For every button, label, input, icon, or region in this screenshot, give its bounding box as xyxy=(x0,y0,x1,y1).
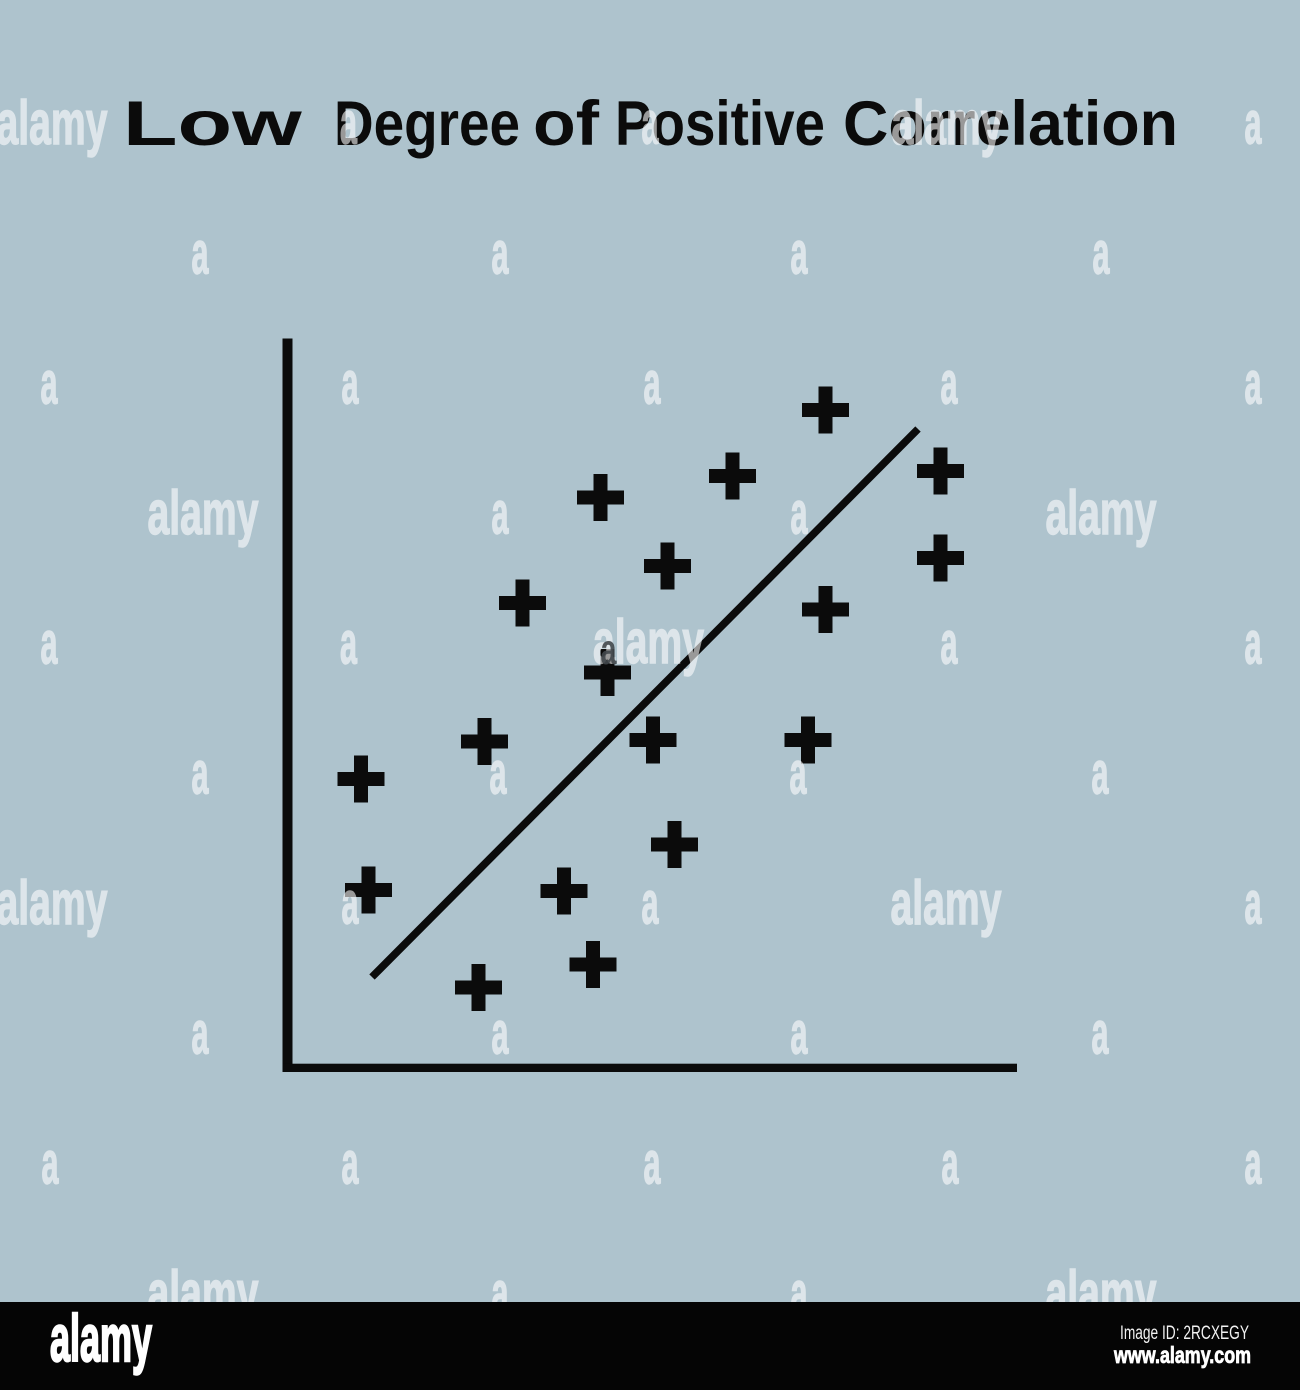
svg-text:Positive: Positive xyxy=(615,89,825,159)
svg-text:Correlation: Correlation xyxy=(843,89,1178,159)
svg-text:alamy: alamy xyxy=(0,869,108,938)
svg-text:a: a xyxy=(492,480,509,547)
svg-text:a: a xyxy=(41,350,58,417)
svg-text:alamy: alamy xyxy=(891,869,1002,938)
svg-text:a: a xyxy=(490,740,507,807)
svg-text:a: a xyxy=(601,626,618,674)
svg-text:a: a xyxy=(1245,350,1262,417)
svg-text:a: a xyxy=(941,350,958,417)
svg-text:a: a xyxy=(941,610,958,677)
svg-text:a: a xyxy=(1245,90,1262,157)
svg-text:Low: Low xyxy=(123,89,303,159)
svg-text:a: a xyxy=(42,1130,59,1197)
svg-text:a: a xyxy=(1092,1000,1109,1067)
svg-text:a: a xyxy=(642,870,659,937)
svg-text:www.alamy.com: www.alamy.com xyxy=(1113,1342,1251,1368)
svg-text:a: a xyxy=(942,1130,959,1197)
svg-text:alamy: alamy xyxy=(892,89,1003,158)
svg-text:a: a xyxy=(340,610,357,677)
svg-text:of: of xyxy=(533,89,600,159)
svg-text:a: a xyxy=(644,1130,661,1197)
svg-text:a: a xyxy=(1245,870,1262,937)
svg-text:a: a xyxy=(492,1000,509,1067)
svg-text:a: a xyxy=(192,1000,209,1067)
svg-text:alamy: alamy xyxy=(593,608,704,677)
svg-text:a: a xyxy=(644,350,661,417)
svg-text:a: a xyxy=(791,220,808,287)
svg-text:a: a xyxy=(642,90,659,157)
svg-text:a: a xyxy=(192,220,209,287)
svg-text:Degree: Degree xyxy=(334,89,520,159)
svg-text:a: a xyxy=(1245,610,1262,677)
svg-text:alamy: alamy xyxy=(0,89,108,158)
svg-text:alamy: alamy xyxy=(50,1301,152,1375)
svg-text:a: a xyxy=(342,350,359,417)
svg-text:a: a xyxy=(342,1130,359,1197)
svg-text:alamy: alamy xyxy=(1046,479,1157,548)
svg-text:a: a xyxy=(1245,1130,1262,1197)
svg-text:a: a xyxy=(342,870,359,937)
svg-text:Image ID: 2RCXEGY: Image ID: 2RCXEGY xyxy=(1120,1323,1249,1344)
svg-text:a: a xyxy=(41,610,58,677)
svg-text:alamy: alamy xyxy=(148,479,259,548)
svg-text:a: a xyxy=(1092,740,1109,807)
svg-text:a: a xyxy=(790,740,807,807)
svg-text:a: a xyxy=(791,480,808,547)
svg-text:a: a xyxy=(492,220,509,287)
svg-text:a: a xyxy=(1093,220,1110,287)
svg-text:a: a xyxy=(791,1000,808,1067)
svg-text:a: a xyxy=(340,90,357,157)
svg-text:a: a xyxy=(192,740,209,807)
